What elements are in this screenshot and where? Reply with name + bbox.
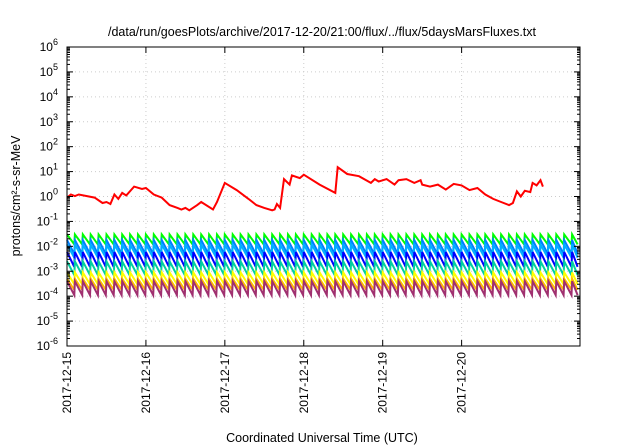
y-tick-label: 105 — [40, 62, 58, 79]
y-tick-label: 10-2 — [37, 236, 58, 253]
y-tick-label: 106 — [40, 37, 58, 54]
x-tick-label: 2017-12-15 — [60, 352, 74, 414]
x-tick-label: 2017-12-17 — [218, 352, 232, 414]
y-tick-label: 104 — [40, 87, 58, 104]
x-tick-label: 2017-12-20 — [455, 352, 469, 414]
chart-title: /data/run/goesPlots/archive/2017-12-20/2… — [108, 25, 537, 39]
y-tick-label: 10-3 — [37, 261, 58, 278]
x-axis-label: Coordinated Universal Time (UTC) — [226, 431, 418, 445]
y-tick-label: 10-5 — [37, 311, 58, 328]
series-lines — [66, 165, 579, 299]
x-tick-label: 2017-12-19 — [376, 352, 390, 414]
y-tick-label: 102 — [40, 137, 58, 154]
y-tick-label: 103 — [40, 112, 58, 129]
series-line-6 — [66, 257, 579, 279]
series-line-9 — [66, 277, 579, 299]
y-tick-label: 101 — [40, 162, 58, 179]
y-tick-label: 100 — [40, 187, 58, 204]
series-line-1 — [66, 165, 544, 212]
y-tick-labels: 106 105 104 103 102 101 100 10-1 10-2 10-3 10-4 10-… — [37, 37, 58, 353]
y-axis-label: protons/cm²-s-sr-MeV — [9, 135, 23, 257]
y-tick-label: 10-4 — [37, 286, 58, 303]
axis-ticks — [66, 46, 580, 347]
y-tick-label: 10-1 — [37, 211, 58, 228]
y-tick-label: 10-6 — [37, 336, 58, 353]
x-tick-label: 2017-12-18 — [297, 352, 311, 414]
x-tick-label: 2017-12-16 — [139, 352, 153, 414]
series-line-4 — [66, 240, 579, 262]
x-tick-labels: 2017-12-15 2017-12-16 2017-12-17 2017-12-18… — [60, 352, 469, 414]
